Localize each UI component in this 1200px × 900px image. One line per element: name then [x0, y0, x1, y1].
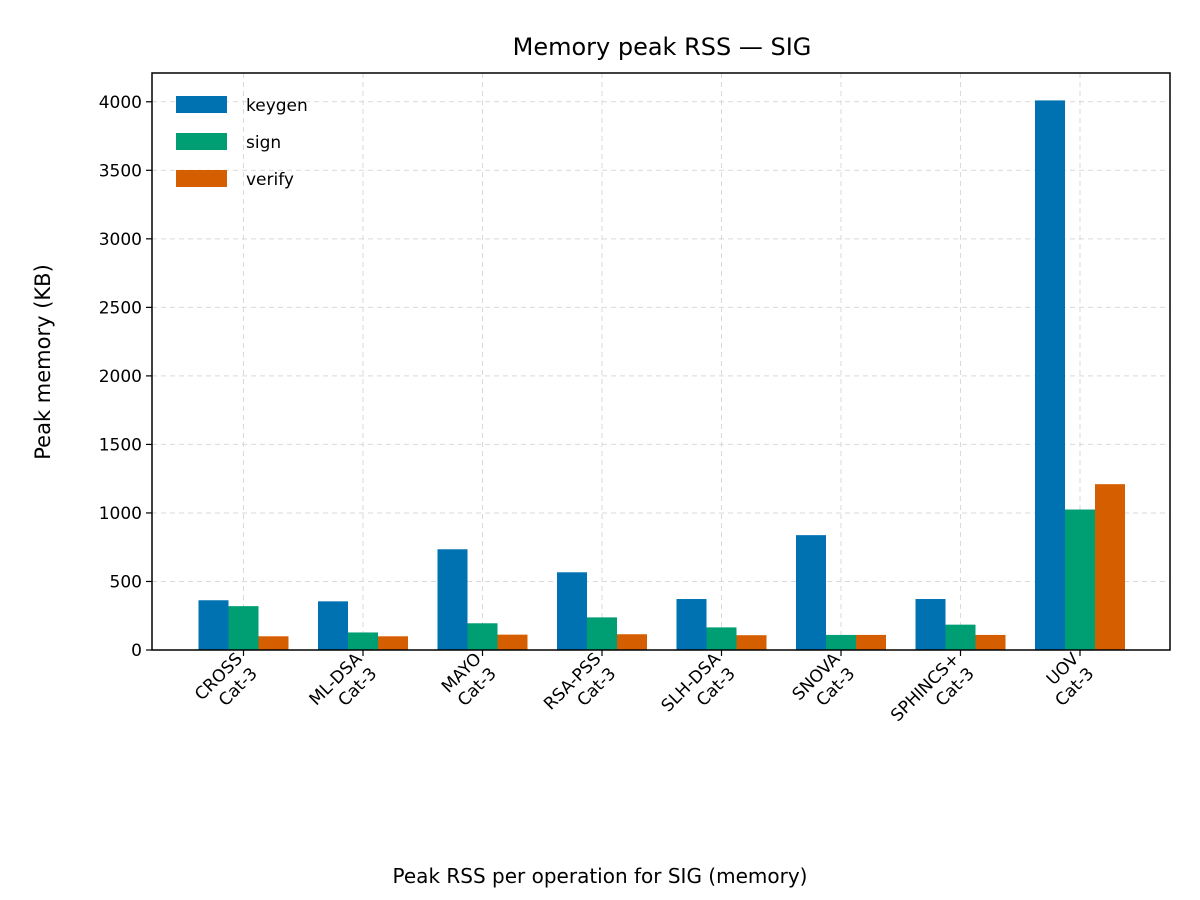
x-tick-label-text: ML-DSACat-3	[306, 649, 382, 725]
legend-swatch-keygen	[176, 96, 227, 113]
x-tick-label-text: UOVCat-3	[1037, 649, 1099, 711]
bar-sign	[1065, 509, 1095, 650]
bar-verify	[378, 636, 408, 650]
bar-keygen	[198, 600, 229, 650]
y-tick-label: 500	[110, 572, 142, 592]
bar-keygen	[1035, 100, 1065, 650]
y-tick-label: 2000	[99, 367, 142, 387]
bar-keygen	[915, 599, 946, 650]
bar-keygen	[796, 535, 826, 650]
grid	[152, 73, 1170, 651]
bar-sign	[587, 617, 617, 650]
x-tick-label: SPHINCS+Cat-3	[887, 649, 979, 741]
legend-swatch-sign	[176, 133, 227, 150]
legend-label-sign: sign	[246, 133, 281, 153]
bar-verify	[1095, 484, 1125, 650]
x-tick-label: SNOVACat-3	[789, 649, 860, 720]
chart-title: Memory peak RSS — SIG	[513, 33, 812, 61]
x-tick-label-text: SNOVACat-3	[789, 649, 860, 720]
bar-sign	[706, 627, 737, 650]
bar-keygen	[437, 549, 468, 650]
bar-sign	[467, 623, 498, 650]
y-axis-label: Peak memory (KB)	[31, 264, 55, 460]
x-tick-label: UOVCat-3	[1037, 649, 1099, 711]
y-tick-label: 1500	[99, 435, 142, 455]
y-tick-label: 4000	[99, 93, 142, 113]
bar-verify	[258, 636, 289, 650]
bar-verify	[736, 635, 767, 650]
legend-label-keygen: keygen	[246, 96, 308, 116]
x-tick-label-text: CROSSCat-3	[191, 649, 261, 719]
x-tick-label-text: MAYOCat-3	[438, 649, 501, 712]
bars	[198, 100, 1125, 650]
y-tick-label: 3000	[99, 230, 142, 250]
bar-verify	[975, 634, 1006, 650]
x-tick-label: ML-DSACat-3	[306, 649, 382, 725]
plot-frame	[151, 72, 1171, 651]
x-tick-label: RSA-PSSCat-3	[540, 649, 620, 729]
x-tick-label-text: SLH-DSACat-3	[658, 649, 740, 731]
bar-sign	[348, 632, 378, 650]
legend-label-verify: verify	[246, 170, 294, 190]
bar-sign	[826, 634, 856, 650]
y-tick-label: 0	[131, 641, 142, 661]
bar-keygen	[557, 572, 587, 650]
bar-keygen	[676, 599, 707, 650]
bar-verify	[617, 634, 647, 650]
x-axis: CROSSCat-3 ML-DSACat-3 MAYOCat-3 RSA-PSSCat…	[191, 649, 1099, 741]
y-axis: 0 500 1000 1500 2000 2500 3000 3500 4000	[99, 93, 152, 661]
x-tick-label-text: RSA-PSSCat-3	[540, 649, 620, 729]
y-tick-label: 3500	[99, 161, 142, 181]
bar-keygen	[318, 601, 348, 650]
bar-verify	[856, 634, 886, 650]
x-tick-label: MAYOCat-3	[438, 649, 501, 712]
y-tick-label: 1000	[99, 504, 142, 524]
x-tick-label-text: SPHINCS+Cat-3	[887, 649, 979, 741]
bar-sign	[228, 606, 259, 650]
x-tick-label: CROSSCat-3	[191, 649, 261, 719]
legend-swatch-verify	[176, 170, 227, 187]
x-tick-label: SLH-DSACat-3	[658, 649, 740, 731]
chart-caption: Peak RSS per operation for SIG (memory)	[392, 864, 808, 888]
bar-sign	[945, 624, 976, 650]
legend: keygen sign verify	[176, 96, 308, 190]
bar-verify	[497, 634, 528, 650]
y-tick-label: 2500	[99, 298, 142, 318]
